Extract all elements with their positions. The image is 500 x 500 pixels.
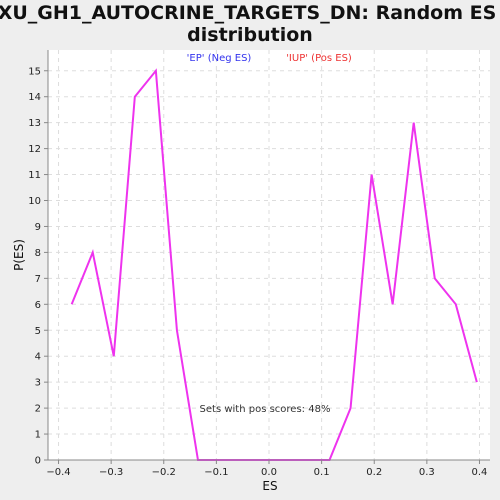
y-tick-label: 14 [28,92,41,103]
x-axis-label: ES [262,479,277,493]
y-tick-label: 9 [35,222,41,233]
chart-title-line1: XU_GH1_AUTOCRINE_TARGETS_DN: Random ES [0,2,496,24]
legend-neg-es: 'EP' (Neg ES) [187,53,252,64]
y-tick-label: 3 [35,378,41,389]
x-ticks: −0.4 −0.3 −0.2 −0.1 0.0 0.1 0.2 0.3 0.4 [46,460,487,478]
y-tick-label: 12 [28,144,41,155]
y-tick-label: 1 [35,430,41,441]
y-tick-label: 0 [35,456,41,467]
x-tick-label: 0.0 [261,467,277,478]
x-tick-label: 0.3 [419,467,435,478]
x-tick-label: −0.1 [204,467,228,478]
y-tick-label: 13 [28,118,41,129]
x-tick-label: 0.1 [314,467,330,478]
x-tick-label: −0.2 [152,467,176,478]
plot-area [48,50,490,460]
y-axis-label: P(ES) [12,239,26,271]
x-tick-label: −0.4 [46,467,70,478]
chart-title-line2: distribution [187,24,313,46]
y-tick-label: 2 [35,404,41,415]
y-tick-label: 5 [35,326,41,337]
y-tick-label: 10 [28,196,41,207]
y-tick-label: 4 [35,352,41,363]
y-tick-label: 6 [35,300,41,311]
y-tick-label: 7 [35,274,41,285]
x-tick-label: 0.4 [472,467,488,478]
y-tick-label: 11 [28,170,41,181]
pos-score-annotation: Sets with pos scores: 48% [200,404,331,415]
x-tick-label: −0.3 [99,467,123,478]
y-tick-label: 15 [28,66,41,77]
y-tick-label: 8 [35,248,41,259]
x-tick-label: 0.2 [366,467,382,478]
legend-pos-es: 'IUP' (Pos ES) [286,53,352,64]
